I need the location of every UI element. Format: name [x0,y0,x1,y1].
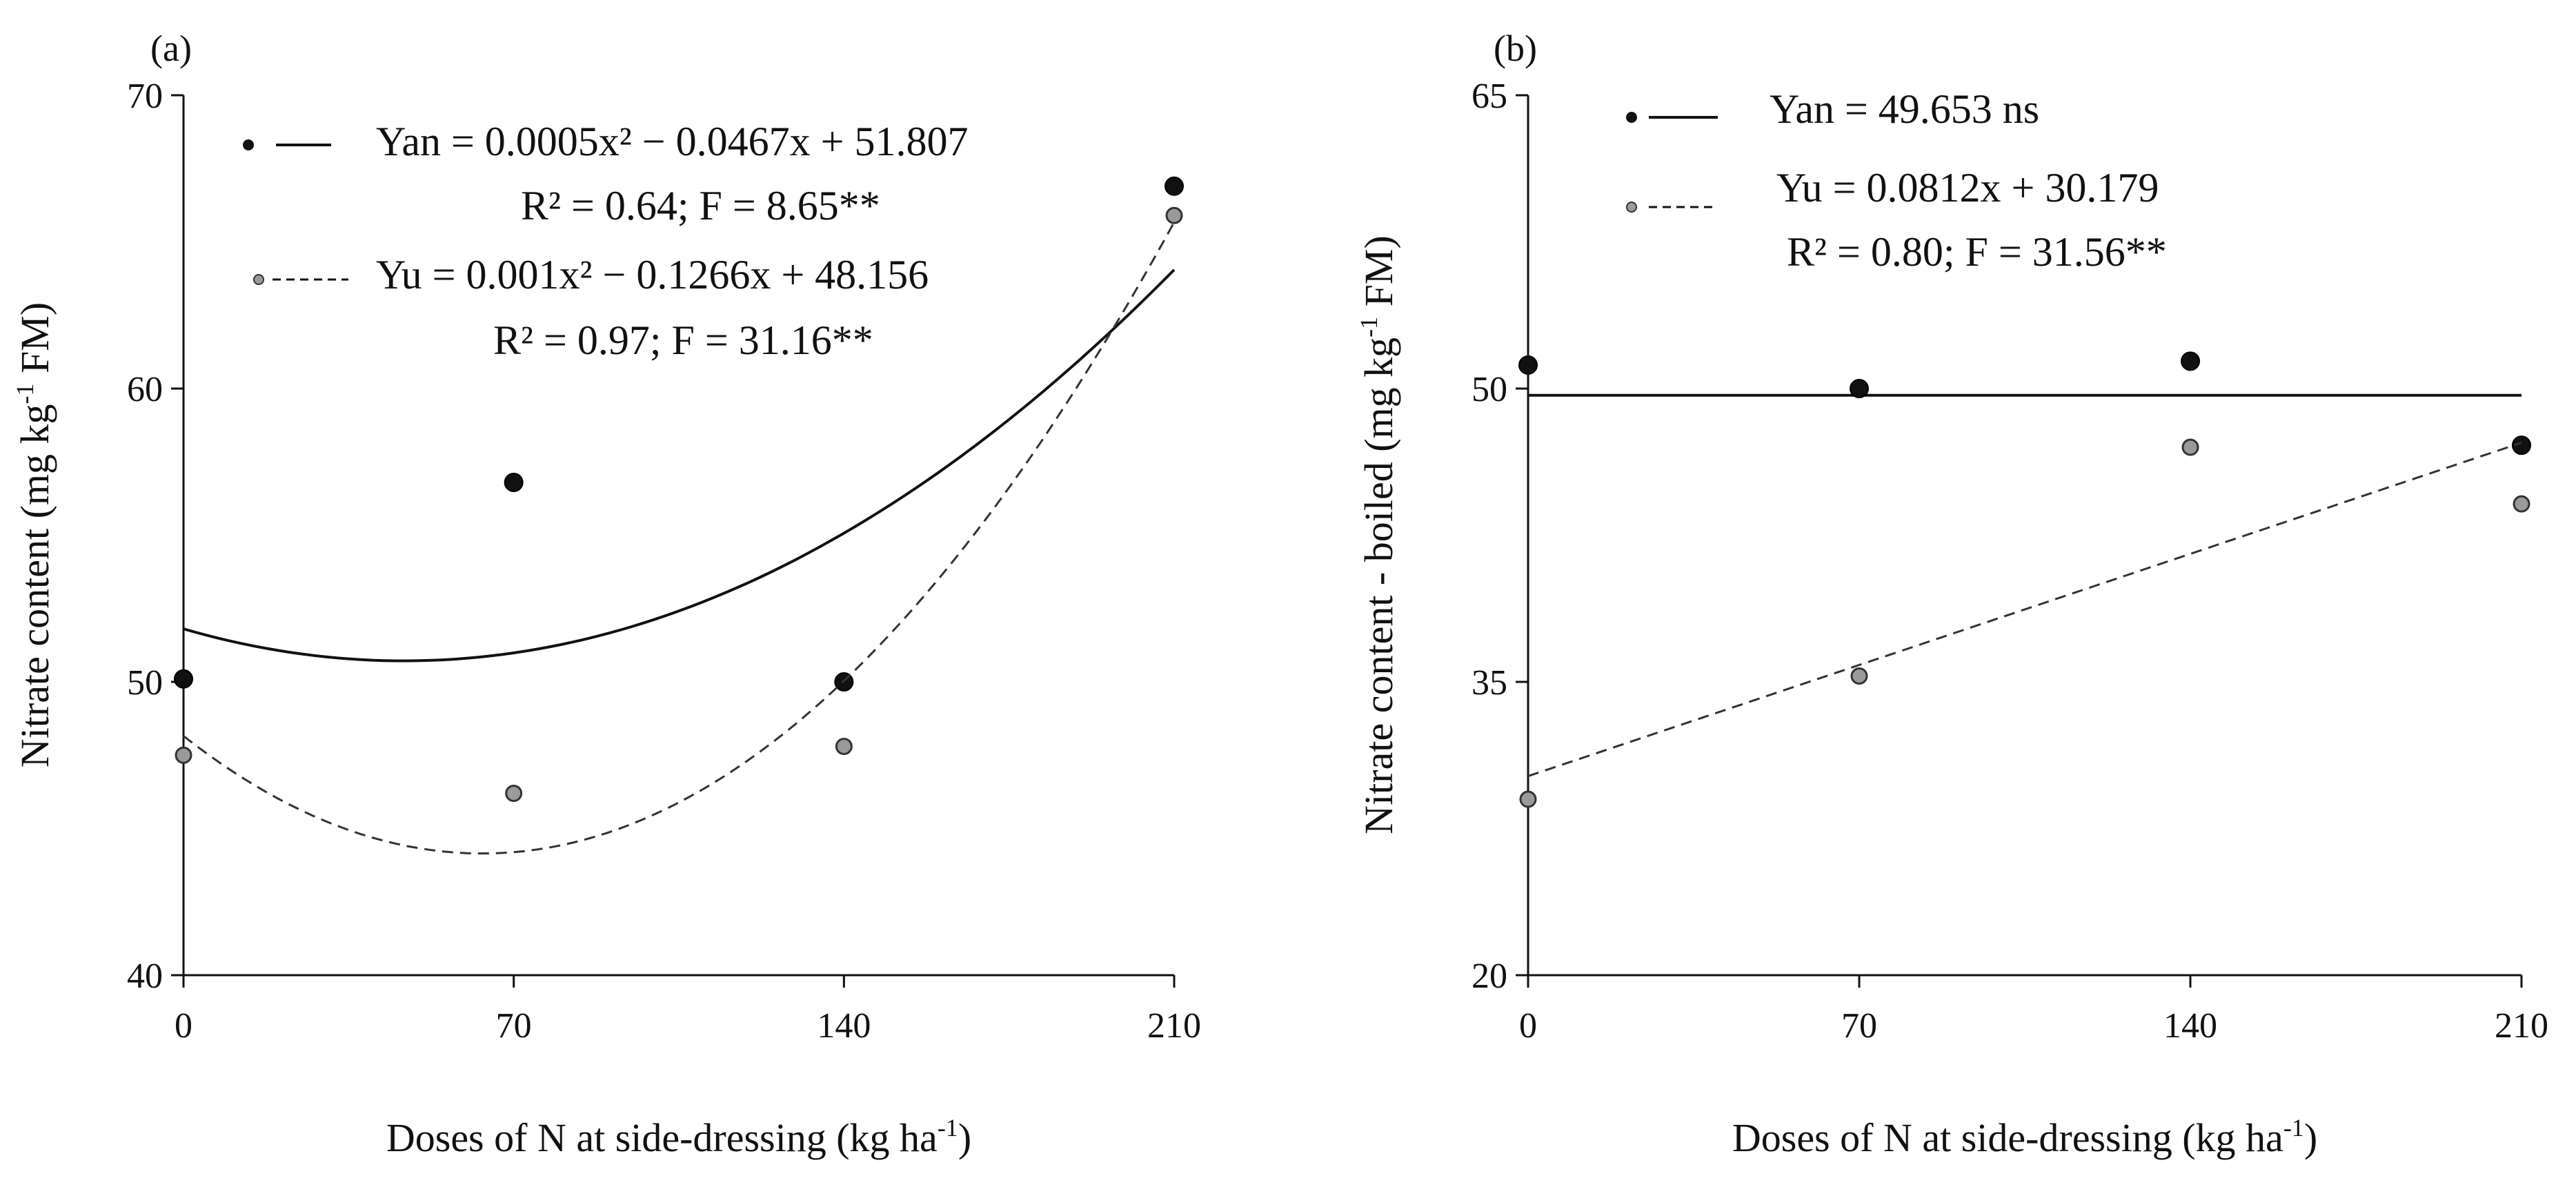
point-yan [1850,379,1869,398]
point-yu [1850,667,1868,685]
x-axis-title-end: ) [958,1115,971,1160]
fit-line-yan [183,268,1176,663]
y-tick-label: 35 [1472,663,1507,703]
x-tick-label: 0 [1519,1006,1537,1046]
legend-marker-yan [243,139,254,150]
y-tick-label: 20 [1472,957,1507,996]
x-axis-title-end: ) [2304,1115,2317,1160]
panel-a: (a) 40 50 60 70 0 70 140 210 Doses of N at side-d… [11,28,1201,1160]
y-axis-title-end: FM) [1356,235,1401,317]
y-axis-title-sup: -1 [1355,317,1383,337]
y-axis-title-main: Nitrate content - boiled (mg kg [1356,337,1401,834]
legend-equation-yan: Yan = 0.0005x² − 0.0467x + 51.807 [376,119,968,164]
x-axis-title: Doses of N at side-dressing (kg ha-1) [386,1114,971,1160]
point-yu [1519,790,1537,808]
panel-b: (b) 20 35 50 65 0 70 140 210 Doses of N at side-d… [1355,28,2548,1160]
point-yu [2181,438,2199,456]
y-tick-label: 40 [127,957,163,996]
point-yu [2513,495,2530,513]
fit-line-yu [183,222,1176,855]
y-tick-label: 60 [127,370,163,409]
y-tick-label: 50 [127,663,163,703]
y-axis-title-end: FM) [12,302,57,384]
x-axis-title: Doses of N at side-dressing (kg ha-1) [1732,1114,2317,1160]
y-axis-title: Nitrate content - boiled (mg kg-1 FM) [1355,235,1401,834]
x-axis-title-main: Doses of N at side-dressing (kg ha [1732,1115,2283,1160]
point-yan [1165,176,1184,196]
point-yu [175,746,192,764]
legend-stats-yu: R² = 0.97; F = 31.16** [493,317,873,363]
x-tick-label: 140 [2163,1006,2217,1046]
legend-equation-yu: Yu = 0.0812x + 30.179 [1776,165,2159,210]
x-axis-title-sup: -1 [2283,1114,2304,1142]
point-yu [1165,206,1183,224]
x-tick-label: 70 [1841,1006,1877,1046]
x-axis-title-main: Doses of N at side-dressing (kg ha [386,1115,938,1160]
y-tick-label: 65 [1472,77,1507,116]
point-yan [504,473,524,492]
point-yan [1518,355,1538,375]
x-tick-label: 70 [496,1006,532,1046]
legend-stats-yu: R² = 0.80; F = 31.56** [1787,229,2167,275]
legend-equation-yu: Yu = 0.001x² − 0.1266x + 48.156 [376,252,929,297]
legend-marker-yan [1626,112,1637,123]
legend-marker-yu [1626,202,1637,213]
point-yan [2512,435,2531,456]
legend-equation-yan: Yan = 49.653 ns [1770,86,2039,132]
y-axis-title: Nitrate content (mg kg-1 FM) [11,302,57,767]
legend-marker-yu [253,274,264,285]
point-yan [174,669,193,689]
x-axis-title-sup: -1 [938,1114,958,1142]
y-axis-title-sup: -1 [11,383,39,404]
y-tick-label: 50 [1472,370,1507,409]
point-yu [835,738,853,755]
x-tick-label: 210 [2495,1006,2548,1046]
x-tick-label: 0 [175,1006,192,1046]
point-yu [505,785,523,802]
fit-line-yu [1527,442,2522,778]
panel-label: (a) [150,28,192,69]
y-axis-title-main: Nitrate content (mg kg [12,404,57,767]
legend-stats-yan: R² = 0.64; F = 8.65** [521,183,880,228]
x-tick-label: 210 [1147,1006,1201,1046]
x-tick-label: 140 [817,1006,871,1046]
panel-label: (b) [1494,28,1537,69]
y-tick-label: 70 [127,77,163,116]
point-yan [2181,351,2200,371]
